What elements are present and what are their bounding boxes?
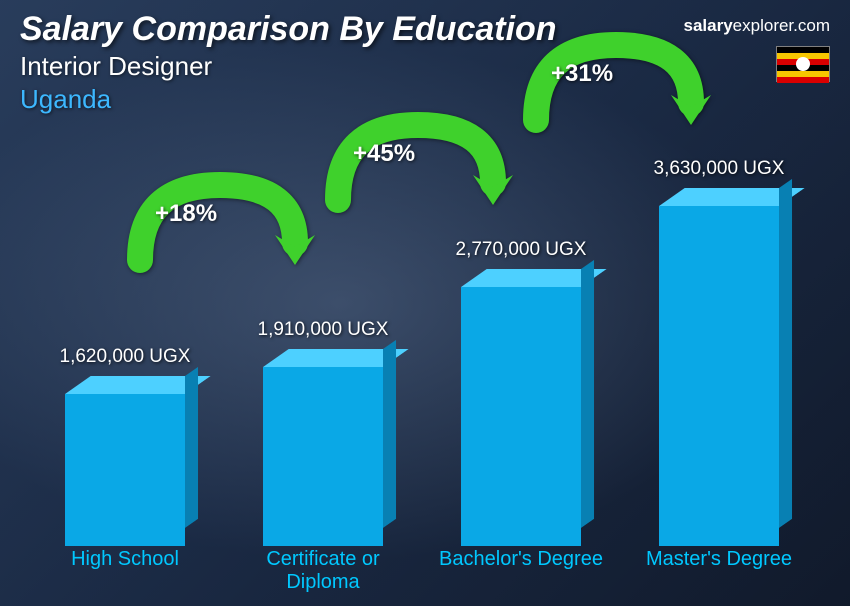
arrow-icon [318, 105, 518, 225]
bar-group: 2,770,000 UGX [446, 287, 596, 546]
bar-front-face [461, 287, 581, 546]
x-axis-label: Master's Degree [629, 548, 809, 571]
bar-side-face [581, 260, 594, 528]
bar-front-face [659, 206, 779, 546]
bar-side-face [383, 340, 396, 528]
increase-percent-label: +18% [155, 200, 217, 228]
x-axis-label: Certificate or Diploma [233, 548, 413, 594]
bar-front-face [65, 394, 185, 546]
arrow-icon [516, 25, 716, 145]
bar-group: 1,910,000 UGX [248, 367, 398, 546]
bar [65, 394, 185, 546]
bar-front-face [263, 367, 383, 546]
bar-value-label: 3,630,000 UGX [619, 158, 819, 180]
bar-group: 1,620,000 UGX [50, 394, 200, 546]
x-axis-label: High School [35, 548, 215, 571]
brand-rest: explorer.com [733, 16, 830, 35]
bar [461, 287, 581, 546]
country-flag-icon [776, 46, 830, 82]
x-axis-labels: High School Certificate or Diploma Bachelo… [30, 548, 810, 598]
x-axis-label: Bachelor's Degree [431, 548, 611, 571]
flag-stripe [777, 77, 829, 83]
bar [263, 367, 383, 546]
flag-emblem [796, 57, 810, 71]
bar-value-label: 1,910,000 UGX [223, 319, 423, 341]
bar-group: 3,630,000 UGX [644, 206, 794, 546]
bar-value-label: 2,770,000 UGX [421, 239, 621, 261]
increase-percent-label: +45% [353, 140, 415, 168]
bar-side-face [185, 367, 198, 528]
arrow-icon [120, 165, 320, 285]
bar [659, 206, 779, 546]
bar-side-face [779, 179, 792, 528]
increase-percent-label: +31% [551, 60, 613, 88]
bar-value-label: 1,620,000 UGX [25, 346, 225, 368]
